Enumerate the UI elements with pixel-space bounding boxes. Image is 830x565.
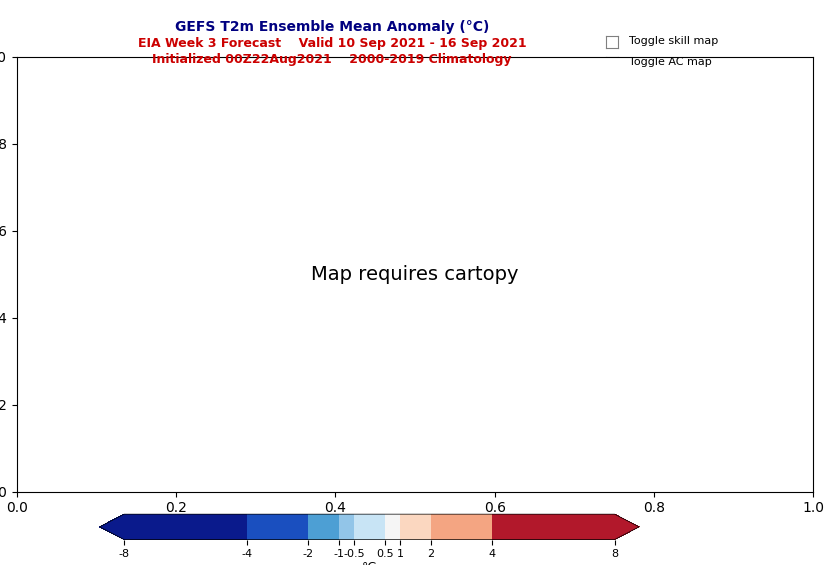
Text: Initialized 00Z22Aug2021    2000-2019 Climatology: Initialized 00Z22Aug2021 2000-2019 Clima… [152, 53, 512, 66]
PathPatch shape [614, 514, 639, 540]
Text: Toggle AC map: Toggle AC map [629, 57, 712, 67]
X-axis label: °C: °C [362, 560, 377, 565]
PathPatch shape [100, 514, 124, 540]
Text: Map requires cartopy: Map requires cartopy [311, 264, 519, 284]
Text: Toggle skill map: Toggle skill map [629, 36, 719, 46]
Text: EIA Week 3 Forecast    Valid 10 Sep 2021 - 16 Sep 2021: EIA Week 3 Forecast Valid 10 Sep 2021 - … [138, 37, 526, 50]
Text: GEFS T2m Ensemble Mean Anomaly (°C): GEFS T2m Ensemble Mean Anomaly (°C) [175, 20, 489, 34]
